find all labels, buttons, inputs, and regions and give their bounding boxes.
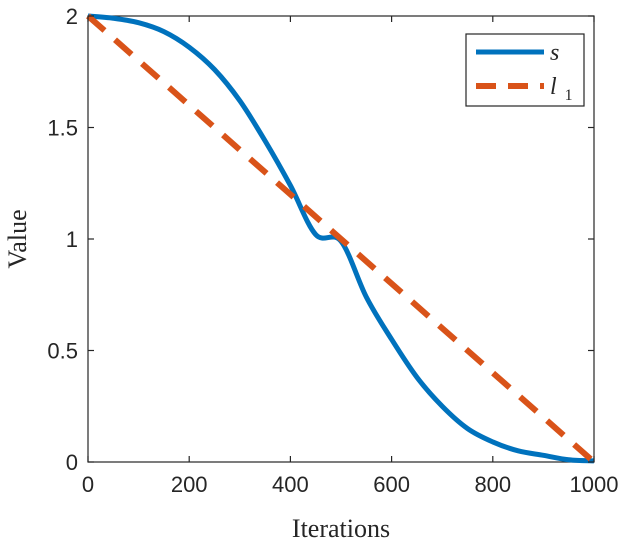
x-axis-ticks: 0 200 400 600 800 1000: [82, 16, 619, 497]
y-tick-label: 1.5: [47, 116, 78, 141]
x-tick-label: 200: [171, 472, 208, 497]
x-tick-label: 400: [272, 472, 309, 497]
x-tick-label: 1000: [570, 472, 619, 497]
legend: s l 1: [465, 33, 585, 107]
y-axis-ticks: 0 0.5 1 1.5 2: [47, 4, 594, 475]
legend-label-l1: l 1: [550, 74, 573, 104]
x-axis-label: Iterations: [292, 514, 390, 543]
series-line-l1: [86, 13, 596, 465]
y-axis-label: Value: [3, 209, 32, 268]
x-tick-label: 600: [373, 472, 410, 497]
y-tick-label: 1: [66, 227, 78, 252]
y-tick-label: 2: [66, 4, 78, 29]
y-tick-label: 0: [66, 450, 78, 475]
x-tick-label: 0: [82, 472, 94, 497]
legend-label-l1-main: l: [550, 74, 557, 100]
legend-box: [465, 33, 585, 107]
legend-label-l1-subscript: 1: [565, 87, 573, 104]
y-tick-label: 0.5: [47, 339, 78, 364]
legend-label-s: s: [550, 40, 559, 66]
x-tick-label: 800: [474, 472, 511, 497]
